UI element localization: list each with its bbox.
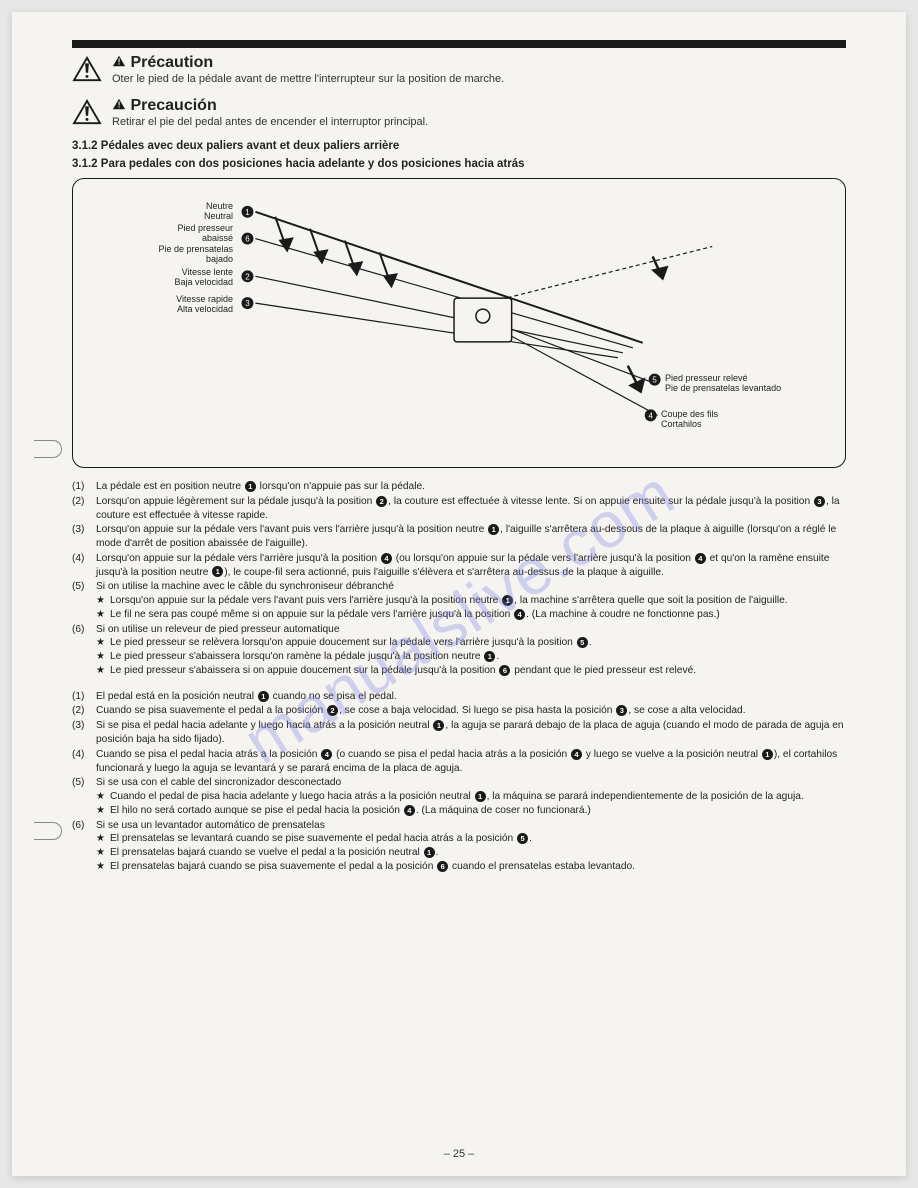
label-5: Pied presseur relevéPie de prensatelas l…: [665, 373, 781, 394]
section-heading-fr: 3.1.2 Pédales avec deux paliers avant et…: [72, 140, 846, 152]
svg-text:6: 6: [245, 235, 250, 244]
top-bar: [72, 40, 846, 48]
svg-text:5: 5: [652, 376, 657, 385]
label-1: NeutreNeutral: [204, 201, 233, 222]
caution-fr-text: Oter le pied de la pédale avant de mettr…: [112, 73, 504, 85]
svg-text:1: 1: [245, 208, 250, 217]
binder-notch: [34, 822, 62, 840]
caution-fr: ! Précaution Oter le pied de la pédale a…: [72, 54, 846, 85]
caution-es-text: Retirar el pie del pedal antes de encend…: [112, 116, 428, 128]
document-page: manualslive.com ! Précaution Oter le pie…: [12, 12, 906, 1176]
caution-es-title: Precaución: [130, 97, 216, 114]
binder-notch: [34, 440, 62, 458]
label-6: Pied presseurabaisséPie de prensatelasba…: [158, 223, 233, 264]
warning-icon: !: [112, 97, 126, 111]
svg-text:!: !: [118, 58, 121, 67]
pedal-diagram: 1 6 2 3 5 4 NeutreNeutral Pied presseura…: [72, 178, 846, 468]
label-3: Vitesse rapideAlta velocidad: [176, 294, 233, 315]
svg-text:!: !: [118, 101, 121, 110]
text-es: (1)El pedal está en la posición neutral …: [72, 690, 846, 874]
section-heading-es: 3.1.2 Para pedales con dos posiciones ha…: [72, 158, 846, 170]
text-fr: (1)La pédale est en position neutre 1 lo…: [72, 480, 846, 678]
warning-icon: [72, 56, 102, 82]
page-number: – 25 –: [12, 1148, 906, 1160]
caution-fr-title: Précaution: [130, 54, 213, 71]
label-4: Coupe des filsCortahilos: [661, 409, 718, 430]
svg-text:2: 2: [245, 272, 250, 281]
warning-icon: !: [112, 54, 126, 68]
svg-text:4: 4: [648, 411, 653, 420]
caution-es: ! Precaución Retirar el pie del pedal an…: [72, 97, 846, 128]
label-2: Vitesse lenteBaja velocidad: [174, 267, 233, 288]
warning-icon: [72, 99, 102, 125]
svg-text:3: 3: [245, 299, 250, 308]
